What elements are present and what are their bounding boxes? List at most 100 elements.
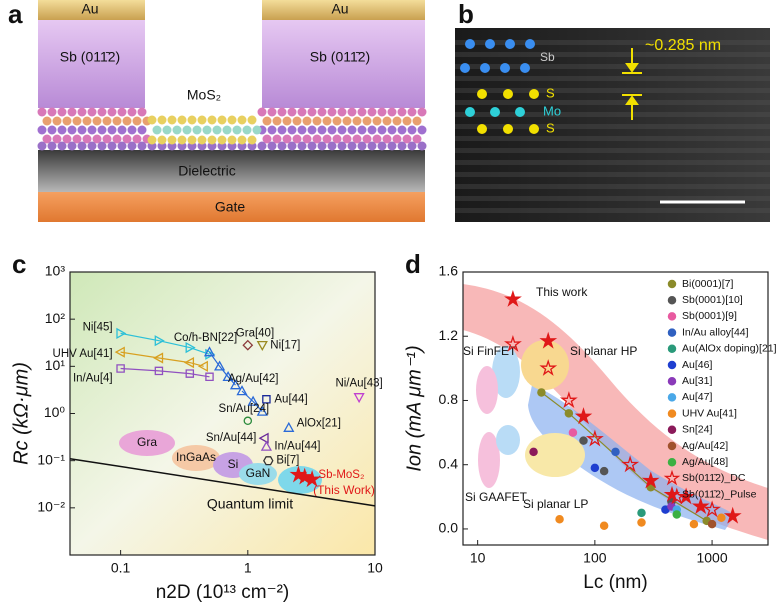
atom [307,107,317,117]
y-tick-label: 10⁻² [37,499,65,515]
dielectric-label: Dielectric [178,163,236,179]
atom [92,134,102,144]
atom [192,125,202,135]
series-label: Au[44] [274,393,307,405]
atom [147,135,157,145]
data-point [185,369,195,378]
atom [382,134,392,144]
data-point [222,370,234,382]
legend-marker [667,425,677,435]
y-tick-label: 10¹ [45,357,66,373]
annotation: Gra [137,435,157,449]
atom [317,125,327,135]
legend-label: Au(AlOx doping)[21] [682,343,777,355]
atom [387,125,397,135]
atom [367,125,377,135]
atom [357,141,367,151]
lattice-row [455,52,770,57]
atom [77,125,87,135]
atom [147,115,157,125]
annotation: Si planar LP [523,497,588,511]
atom [402,116,412,126]
atom [112,116,122,126]
atom-label: S [546,120,555,135]
x-axis-label: Lc (nm) [583,572,647,593]
legend-marker [667,441,677,451]
data-point [303,469,321,488]
data-point [260,440,273,451]
atom [525,39,535,49]
y-tick-label: 0.0 [439,520,459,536]
lattice-row [455,112,770,117]
legend-marker [667,393,677,402]
atom [377,141,387,151]
data-point [243,416,253,426]
atom [52,116,62,126]
atom [187,135,197,145]
legend-marker [667,312,677,321]
data-point [295,467,314,485]
atom [127,107,137,117]
lattice-row [455,184,770,189]
data-point [611,447,620,457]
atom [72,134,82,144]
atom [392,116,402,126]
atom [117,141,127,151]
lattice-row [455,160,770,165]
atom [92,116,102,126]
atom [465,107,475,117]
x-tick-label: 10 [470,550,486,566]
atom [327,125,337,135]
y-axis-label: Ion (mA μm⁻¹) [403,345,425,471]
data-point [236,385,248,396]
atom [357,107,367,117]
legend-marker [667,344,677,354]
data-point [599,521,609,530]
atom [307,141,317,151]
atom [322,134,332,144]
atom [397,107,407,117]
series-line [120,367,210,378]
atom [327,141,337,151]
data-point [621,455,640,473]
atom [337,125,347,135]
annotation: Si FinFET [463,344,517,358]
atom [407,125,417,135]
data-point [256,340,268,352]
data-point [691,497,710,515]
x-tick-label: 1 [244,560,252,576]
panel-label: a [8,0,23,29]
atom [117,125,127,135]
atom [267,125,277,135]
series-label: Ni/Au[43] [335,377,382,389]
data-point [529,447,538,457]
layer-label: Sb (011̄2) [310,49,370,65]
series-label: Sn/Au[24] [219,403,270,415]
series-label: Co/h-BN[22] [174,332,237,344]
atom [397,141,407,151]
atom [332,116,342,126]
data-point [564,409,574,418]
atom [327,107,337,117]
y-tick-label: 10³ [45,263,66,279]
atom [182,125,192,135]
lattice [455,39,770,213]
atom [37,107,47,117]
atom [97,125,107,135]
data-point [247,395,259,406]
atom [72,116,82,126]
atom [37,125,47,135]
x-tick-label: 1000 [696,550,727,566]
atom [242,125,252,135]
annotation: Si [228,457,239,471]
data-point [185,341,196,354]
atom [132,116,142,126]
series-label: In/Au[4] [73,373,113,385]
annotation: This work [536,285,588,299]
y-tick-label: 1.6 [439,263,459,279]
data-point [183,356,195,369]
x-tick-label: 0.1 [111,560,131,576]
legend-marker [667,376,677,386]
atom [282,116,292,126]
atom [217,115,227,125]
